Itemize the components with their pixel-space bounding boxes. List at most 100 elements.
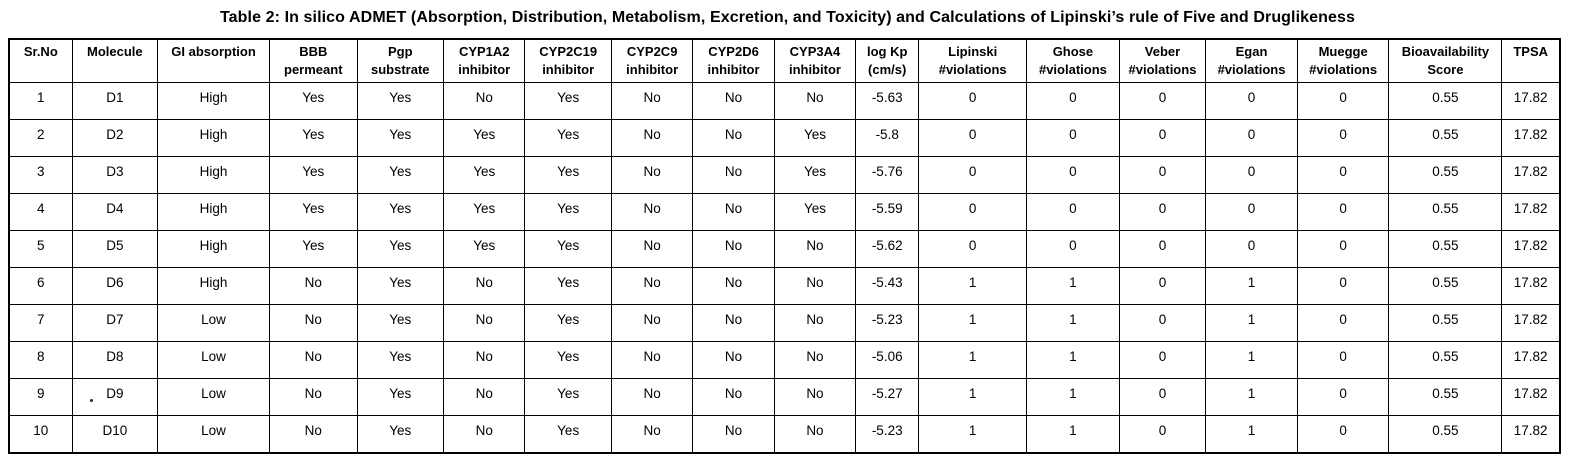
table-cell: 0 bbox=[1296, 414, 1390, 454]
table-cell: 1 bbox=[918, 303, 1028, 342]
table-cell: 1 bbox=[1205, 377, 1298, 416]
table-cell: No bbox=[773, 303, 857, 342]
table-cell: No bbox=[692, 229, 775, 268]
table-cell: No bbox=[443, 414, 526, 454]
table-cell: No bbox=[692, 377, 775, 416]
table-cell: No bbox=[269, 303, 358, 342]
table-cell: -5.27 bbox=[855, 377, 920, 416]
table-cell: Yes bbox=[269, 229, 358, 268]
table-cell: 0 bbox=[1296, 266, 1390, 305]
table-cell: Yes bbox=[773, 118, 857, 157]
table-cell: D7 bbox=[71, 303, 159, 342]
table-cell: No bbox=[773, 81, 857, 120]
table-cell: Yes bbox=[524, 266, 612, 305]
table-cell: 5 bbox=[8, 229, 73, 268]
column-header: Bioavailability Score bbox=[1388, 38, 1503, 83]
table-cell: 17.82 bbox=[1501, 303, 1561, 342]
table-cell: 0 bbox=[1118, 340, 1207, 379]
table-cell: 0 bbox=[918, 155, 1028, 194]
header-row: Sr.No Molecule GI absorption BBB permeant Pgp… bbox=[8, 38, 1561, 83]
table-cell: 0 bbox=[1296, 118, 1390, 157]
table-cell: 0 bbox=[1296, 303, 1390, 342]
table-cell: High bbox=[157, 155, 271, 194]
table-cell: D5 bbox=[71, 229, 159, 268]
table-cell: High bbox=[157, 81, 271, 120]
column-header: Muegge #violations bbox=[1296, 38, 1390, 83]
table-cell: 1 bbox=[1205, 414, 1298, 454]
column-header: CYP2D6 inhibitor bbox=[692, 38, 775, 83]
table-cell: -5.43 bbox=[855, 266, 920, 305]
table-cell: -5.23 bbox=[855, 303, 920, 342]
table-cell: Yes bbox=[269, 192, 358, 231]
table-cell: 0 bbox=[1296, 340, 1390, 379]
table-cell: 17.82 bbox=[1501, 340, 1561, 379]
table-cell: 0.55 bbox=[1388, 118, 1503, 157]
table-cell: 0 bbox=[918, 229, 1028, 268]
table-cell: No bbox=[269, 266, 358, 305]
table-cell: 0 bbox=[1026, 229, 1120, 268]
table-cell: 9 bbox=[8, 377, 73, 416]
column-header: log Kp (cm/s) bbox=[855, 38, 920, 83]
table-cell: No bbox=[610, 266, 694, 305]
table-cell: 0 bbox=[1296, 377, 1390, 416]
table-cell: No bbox=[773, 414, 857, 454]
table-cell: Yes bbox=[524, 303, 612, 342]
table-cell: 0 bbox=[1026, 192, 1120, 231]
table-cell: Yes bbox=[524, 192, 612, 231]
table-cell: No bbox=[692, 118, 775, 157]
table-cell: 8 bbox=[8, 340, 73, 379]
table-cell: No bbox=[269, 414, 358, 454]
table-cell: 1 bbox=[1026, 414, 1120, 454]
table-cell: No bbox=[773, 266, 857, 305]
table-cell: No bbox=[610, 155, 694, 194]
table-cell: No bbox=[610, 118, 694, 157]
table-cell: D8 bbox=[71, 340, 159, 379]
table-cell: No bbox=[773, 229, 857, 268]
table-cell: -5.23 bbox=[855, 414, 920, 454]
table-cell: Yes bbox=[269, 81, 358, 120]
column-header: Egan #violations bbox=[1205, 38, 1298, 83]
table-cell: Low bbox=[157, 340, 271, 379]
column-header: CYP2C9 inhibitor bbox=[610, 38, 694, 83]
table-cell: Yes bbox=[356, 192, 445, 231]
table-cell: 0 bbox=[1118, 155, 1207, 194]
table-cell: Yes bbox=[356, 118, 445, 157]
table-cell: 17.82 bbox=[1501, 229, 1561, 268]
table-cell: 0 bbox=[1205, 155, 1298, 194]
table-cell: 0 bbox=[1118, 266, 1207, 305]
table-cell: 0.55 bbox=[1388, 81, 1503, 120]
table-cell: 1 bbox=[1205, 340, 1298, 379]
table-cell: 17.82 bbox=[1501, 118, 1561, 157]
table-cell: No bbox=[610, 229, 694, 268]
table-cell: No bbox=[443, 266, 526, 305]
table-cell: High bbox=[157, 118, 271, 157]
table-cell: No bbox=[773, 377, 857, 416]
table-cell: 4 bbox=[8, 192, 73, 231]
table-cell: No bbox=[610, 340, 694, 379]
table-cell: 0 bbox=[1026, 81, 1120, 120]
table-cell: No bbox=[443, 340, 526, 379]
table-cell: D1 bbox=[71, 81, 159, 120]
table-cell: 0 bbox=[1118, 414, 1207, 454]
table-cell: Yes bbox=[524, 414, 612, 454]
table-cell: Yes bbox=[524, 229, 612, 268]
table-row: 3 D3 High Yes Yes Yes Yes No No Yes -5.76 0 0 0 0 0 0.55… bbox=[8, 155, 1561, 194]
column-header: Pgp substrate bbox=[356, 38, 445, 83]
table-cell: Yes bbox=[356, 266, 445, 305]
table-cell: 1 bbox=[918, 266, 1028, 305]
table-cell: 0.55 bbox=[1388, 303, 1503, 342]
table-cell: No bbox=[443, 303, 526, 342]
table-cell: 0 bbox=[1205, 81, 1298, 120]
page: { "caption": "Table 2: In silico ADMET (… bbox=[8, 9, 1561, 454]
table-cell: No bbox=[610, 192, 694, 231]
table-cell: Yes bbox=[269, 155, 358, 194]
table-cell: 17.82 bbox=[1501, 414, 1561, 454]
table-cell: Yes bbox=[773, 192, 857, 231]
table-cell: No bbox=[692, 340, 775, 379]
table-cell: 2 bbox=[8, 118, 73, 157]
table-cell: 3 bbox=[8, 155, 73, 194]
table-cell: 0.55 bbox=[1388, 192, 1503, 231]
table-cell: Yes bbox=[356, 340, 445, 379]
table-cell: Yes bbox=[443, 118, 526, 157]
table-cell: 17.82 bbox=[1501, 81, 1561, 120]
